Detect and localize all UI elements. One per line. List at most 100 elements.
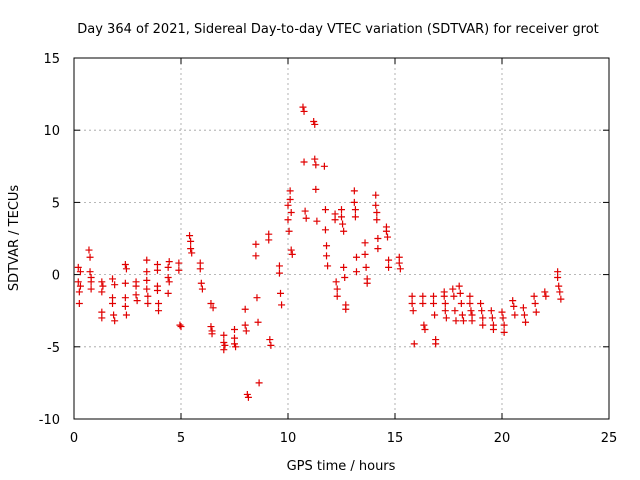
data-point (301, 207, 309, 215)
x-tick-label: 0 (70, 431, 78, 446)
data-point (520, 311, 528, 319)
data-point (432, 340, 440, 348)
data-points (74, 103, 565, 401)
data-point (338, 213, 345, 221)
chart-title: Day 364 of 2021, Sidereal Day-to-day VTE… (77, 22, 599, 37)
data-point (530, 292, 538, 300)
data-point (556, 288, 564, 296)
data-point (311, 120, 319, 128)
data-point (208, 330, 216, 338)
data-point (87, 273, 95, 281)
data-point (188, 249, 196, 257)
data-point (457, 299, 465, 307)
axis-ticks (73, 57, 610, 420)
data-point (220, 346, 228, 354)
data-point (522, 318, 530, 326)
data-point (144, 292, 152, 300)
data-point (285, 227, 293, 235)
data-point (531, 299, 539, 307)
data-point (338, 206, 345, 214)
data-point (312, 185, 320, 193)
data-point (340, 263, 348, 271)
data-point (278, 301, 286, 309)
data-point (410, 340, 418, 348)
data-point (372, 191, 380, 199)
data-point (313, 217, 321, 225)
data-point (362, 263, 370, 271)
data-point (431, 311, 439, 319)
data-point (350, 198, 358, 206)
data-point (85, 246, 93, 254)
data-point (109, 275, 117, 283)
data-point (408, 292, 416, 300)
plot-frame (73, 57, 610, 420)
data-point (121, 294, 129, 302)
data-point (144, 299, 152, 307)
data-point (419, 292, 427, 300)
data-point (324, 262, 332, 270)
data-point (287, 246, 295, 254)
data-point (409, 307, 417, 315)
data-point (284, 216, 292, 224)
data-point (458, 311, 466, 319)
data-point (288, 250, 296, 258)
data-point (275, 262, 283, 270)
data-point (440, 292, 448, 300)
data-point (499, 314, 507, 322)
data-point (468, 317, 476, 325)
x-axis-label: GPS time / hours (287, 459, 396, 474)
data-point (207, 299, 215, 307)
data-point (254, 318, 262, 326)
data-point (372, 201, 380, 209)
data-point (133, 297, 141, 305)
data-point (509, 297, 517, 305)
data-point (86, 253, 94, 261)
data-point (555, 282, 563, 290)
data-point (111, 317, 119, 325)
data-point (441, 299, 449, 307)
data-point (382, 227, 390, 235)
data-point (143, 268, 151, 276)
data-point (385, 256, 393, 264)
data-point (554, 273, 562, 281)
data-point (197, 279, 205, 287)
data-point (408, 299, 416, 307)
data-point (542, 292, 550, 300)
data-point (74, 278, 82, 286)
data-point (241, 305, 249, 313)
data-point (541, 288, 549, 296)
data-point (500, 328, 508, 336)
data-point (385, 263, 393, 271)
data-point (311, 155, 319, 163)
data-point (450, 292, 458, 300)
data-point (323, 242, 331, 250)
data-point (352, 253, 360, 261)
data-point (132, 282, 140, 290)
data-point (351, 213, 359, 221)
data-point (456, 289, 464, 297)
data-point (299, 103, 307, 111)
data-point (110, 311, 118, 319)
data-point (361, 250, 369, 258)
data-point (320, 162, 328, 170)
data-point (332, 278, 340, 286)
data-point (207, 323, 215, 331)
data-point (479, 314, 487, 322)
data-point (75, 288, 83, 296)
data-point (477, 299, 485, 307)
data-point (532, 308, 540, 316)
data-point (265, 236, 273, 244)
data-point (242, 327, 250, 335)
data-point (361, 239, 369, 247)
data-point (557, 295, 565, 303)
data-point (420, 321, 428, 329)
data-point (175, 266, 183, 274)
data-point (86, 268, 94, 276)
data-point (511, 311, 519, 319)
data-point (333, 292, 341, 300)
y-tick-labels: -10 -5 0 5 10 15 (39, 52, 60, 428)
data-point (209, 304, 217, 312)
data-point (466, 292, 474, 300)
data-point (231, 325, 238, 333)
y-axis-label: SDTVAR / TECUs (7, 185, 22, 292)
